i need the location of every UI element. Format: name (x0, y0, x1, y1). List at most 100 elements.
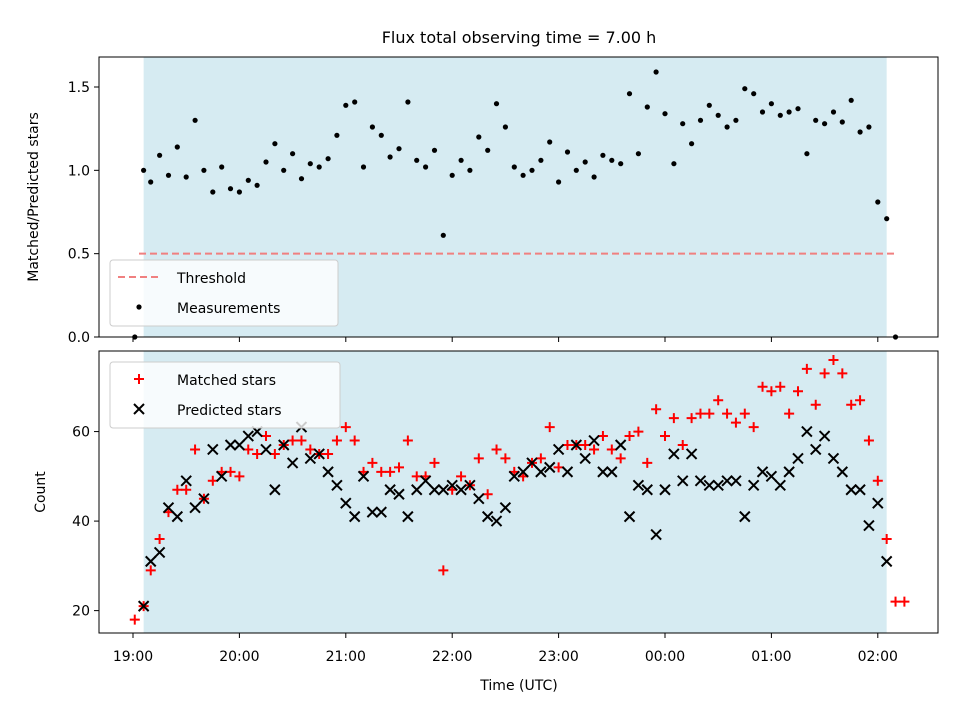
predicted-star-point (783, 466, 795, 478)
measurement-point (591, 174, 597, 180)
top-panel: 0.0 0.5 1.0 1.5 Flux total observing time =… (26, 28, 939, 346)
measurement-point (715, 112, 721, 118)
predicted-star-point (286, 457, 299, 469)
measurement-point (662, 111, 668, 117)
measurement-point (635, 151, 642, 157)
predicted-star-point (872, 497, 884, 509)
matched-star-point (243, 444, 254, 455)
predicted-star-point (490, 515, 503, 527)
matched-star-point (402, 435, 413, 446)
top-y-tick-label: 0.5 (68, 247, 90, 263)
x-tick-label: 21:00 (326, 649, 366, 665)
x-tick-label: 23:00 (538, 649, 578, 665)
predicted-star-point (535, 466, 547, 478)
measurement-point (236, 189, 242, 195)
predicted-star-point (544, 461, 556, 474)
predicted-star-point (623, 510, 636, 523)
matched-star-point (331, 435, 342, 446)
bottom-y-tick-label: 60 (72, 425, 90, 441)
matched-star-point (651, 404, 662, 415)
matched-star-point (837, 368, 848, 379)
x-tick-label: 22:00 (432, 649, 472, 665)
matched-star-point (748, 422, 759, 433)
top-axes-frame (98, 56, 939, 338)
matched-star-point (145, 565, 156, 576)
predicted-star-point (827, 452, 840, 465)
matched-star-point (154, 534, 165, 544)
predicted-star-point (526, 457, 538, 469)
matched-star-point (535, 453, 546, 464)
predicted-star-point (331, 479, 343, 491)
measurement-point (600, 152, 606, 158)
matched-star-point (349, 435, 360, 446)
predicted-star-point (845, 484, 857, 496)
x-tick-label: 00:00 (645, 649, 685, 665)
measurement-point (458, 157, 464, 163)
bottom-panel: 20 40 60 19:00 20:00 21:00 22:00 23:00 00:00 01:0… (33, 350, 939, 694)
measurement-point (423, 164, 429, 170)
measurement-point (502, 124, 508, 130)
predicted-star-point (659, 484, 671, 496)
matched-star-point (757, 381, 768, 392)
predicted-star-point (880, 555, 893, 568)
measurement-point (768, 101, 775, 107)
legend-box (109, 259, 339, 327)
matched-star-point (411, 471, 422, 482)
measurement-point (777, 112, 783, 118)
bottom-legend: Matched stars Predicted stars (109, 361, 341, 429)
measurement-point (822, 121, 828, 127)
measurement-point (813, 117, 819, 123)
predicted-star-point (730, 475, 742, 487)
predicted-star-point (712, 479, 724, 491)
x-tick-label: 19:00 (113, 649, 153, 665)
predicted-star-point (278, 439, 290, 451)
measurement-point (396, 146, 402, 152)
measurement-point (520, 172, 526, 178)
matched-star-point (394, 462, 404, 473)
predicted-star-point (137, 600, 150, 612)
matched-star-point (624, 431, 635, 442)
predicted-star-point (198, 493, 210, 505)
predicted-stars-series (137, 421, 893, 612)
matched-star-point (686, 413, 697, 424)
matched-star-point (456, 471, 467, 482)
matched-star-point (500, 453, 511, 464)
predicted-star-point (171, 510, 184, 523)
measurement-point (254, 182, 260, 188)
matched-star-point (305, 444, 316, 455)
measurement-point (369, 124, 375, 130)
matched-star-point (704, 408, 715, 419)
predicted-star-point (863, 519, 875, 532)
predicted-star-point (818, 430, 831, 442)
predicted-star-point (552, 443, 565, 456)
top-legend: Threshold Measurements (109, 259, 339, 327)
bottom-y-tick-label: 40 (72, 514, 90, 530)
predicted-star-point (694, 475, 707, 487)
measurement-point (697, 117, 704, 123)
predicted-star-point (721, 475, 733, 487)
matched-star-point (287, 435, 298, 446)
matched-star-point (597, 431, 608, 442)
predicted-star-point (765, 470, 778, 483)
top-y-tick-label: 1.5 (68, 80, 90, 96)
legend-label: Matched stars (177, 373, 276, 389)
matched-star-point (234, 471, 245, 482)
measurement-point (671, 161, 677, 167)
predicted-star-point (632, 479, 645, 491)
matched-star-point (473, 453, 484, 464)
measurement-point (680, 121, 686, 127)
predicted-star-point (145, 555, 157, 568)
chart-title: Flux total observing time = 7.00 h (382, 28, 657, 47)
matched-star-point (713, 395, 724, 406)
measurement-point (316, 164, 322, 170)
measurement-point (706, 102, 712, 108)
predicted-star-point (393, 488, 405, 500)
top-y-axis-label: Matched/Predicted stars (26, 112, 42, 282)
x-tick-label: 01:00 (751, 649, 791, 665)
predicted-star-point (402, 510, 414, 523)
matched-star-point (615, 453, 626, 464)
predicted-star-point (464, 479, 476, 491)
measurement-point (742, 86, 748, 92)
predicted-star-point (428, 484, 441, 496)
matched-star-point (695, 408, 706, 419)
